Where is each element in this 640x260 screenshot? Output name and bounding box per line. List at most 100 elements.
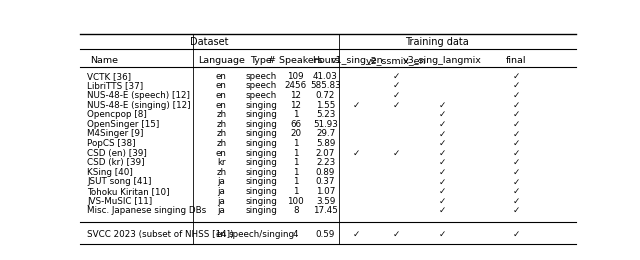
Text: Name: Name bbox=[90, 56, 118, 65]
Text: en: en bbox=[216, 81, 227, 90]
Text: JVS-MuSIC [11]: JVS-MuSIC [11] bbox=[88, 197, 153, 206]
Text: ✓: ✓ bbox=[513, 129, 520, 138]
Text: ✓: ✓ bbox=[393, 91, 400, 100]
Text: ✓: ✓ bbox=[513, 110, 520, 119]
Text: ✓: ✓ bbox=[513, 101, 520, 109]
Text: JSUT song [41]: JSUT song [41] bbox=[88, 178, 152, 186]
Text: singing: singing bbox=[245, 149, 277, 158]
Text: final: final bbox=[506, 56, 527, 65]
Text: 1: 1 bbox=[293, 158, 298, 167]
Text: ✓: ✓ bbox=[438, 168, 446, 177]
Text: OpenSinger [15]: OpenSinger [15] bbox=[88, 120, 160, 129]
Text: kr: kr bbox=[217, 158, 226, 167]
Text: ✓: ✓ bbox=[393, 81, 400, 90]
Text: Language: Language bbox=[198, 56, 244, 65]
Text: NUS-48-E (speech) [12]: NUS-48-E (speech) [12] bbox=[88, 91, 191, 100]
Text: 1: 1 bbox=[293, 178, 298, 186]
Text: singing: singing bbox=[245, 158, 277, 167]
Text: 12: 12 bbox=[291, 101, 301, 109]
Text: zh: zh bbox=[216, 139, 227, 148]
Text: singing: singing bbox=[245, 101, 277, 109]
Text: v3_sing_langmix: v3_sing_langmix bbox=[403, 56, 481, 65]
Text: LibriTTS [37]: LibriTTS [37] bbox=[88, 81, 144, 90]
Text: ✓: ✓ bbox=[513, 178, 520, 186]
Text: singing: singing bbox=[245, 206, 277, 215]
Text: ✓: ✓ bbox=[513, 197, 520, 206]
Text: ja: ja bbox=[218, 178, 225, 186]
Text: ✓: ✓ bbox=[438, 120, 446, 129]
Text: ✓: ✓ bbox=[513, 187, 520, 196]
Text: SVCC 2023 (subset of NHSS [14]): SVCC 2023 (subset of NHSS [14]) bbox=[88, 230, 234, 239]
Text: ✓: ✓ bbox=[513, 230, 520, 239]
Text: singing: singing bbox=[245, 129, 277, 138]
Text: 0.37: 0.37 bbox=[316, 178, 335, 186]
Text: 17.45: 17.45 bbox=[313, 206, 338, 215]
Text: Hours: Hours bbox=[312, 56, 339, 65]
Text: NUS-48-E (singing) [12]: NUS-48-E (singing) [12] bbox=[88, 101, 191, 109]
Text: ✓: ✓ bbox=[438, 158, 446, 167]
Text: 8: 8 bbox=[293, 206, 299, 215]
Text: v1_sing_en: v1_sing_en bbox=[330, 56, 383, 65]
Text: VCTK [36]: VCTK [36] bbox=[88, 72, 132, 81]
Text: 0.89: 0.89 bbox=[316, 168, 335, 177]
Text: ✓: ✓ bbox=[513, 91, 520, 100]
Text: ✓: ✓ bbox=[438, 178, 446, 186]
Text: ✓: ✓ bbox=[513, 120, 520, 129]
Text: speech/singing: speech/singing bbox=[228, 230, 294, 239]
Text: ✓: ✓ bbox=[438, 149, 446, 158]
Text: CSD (en) [39]: CSD (en) [39] bbox=[88, 149, 147, 158]
Text: 1.07: 1.07 bbox=[316, 187, 335, 196]
Text: zh: zh bbox=[216, 110, 227, 119]
Text: Tohoku Kiritan [10]: Tohoku Kiritan [10] bbox=[88, 187, 170, 196]
Text: 2456: 2456 bbox=[285, 81, 307, 90]
Text: 5.23: 5.23 bbox=[316, 110, 335, 119]
Text: Misc. Japanese singing DBs: Misc. Japanese singing DBs bbox=[88, 206, 207, 215]
Text: ✓: ✓ bbox=[353, 230, 360, 239]
Text: ✓: ✓ bbox=[438, 139, 446, 148]
Text: ja: ja bbox=[218, 187, 225, 196]
Text: 100: 100 bbox=[287, 197, 304, 206]
Text: 585.83: 585.83 bbox=[310, 81, 341, 90]
Text: ✓: ✓ bbox=[513, 149, 520, 158]
Text: ✓: ✓ bbox=[513, 72, 520, 81]
Text: singing: singing bbox=[245, 187, 277, 196]
Text: 1: 1 bbox=[293, 149, 298, 158]
Text: singing: singing bbox=[245, 197, 277, 206]
Text: Opencpop [8]: Opencpop [8] bbox=[88, 110, 147, 119]
Text: singing: singing bbox=[245, 168, 277, 177]
Text: 0.72: 0.72 bbox=[316, 91, 335, 100]
Text: ✓: ✓ bbox=[513, 168, 520, 177]
Text: ✓: ✓ bbox=[513, 81, 520, 90]
Text: ✓: ✓ bbox=[438, 187, 446, 196]
Text: 4: 4 bbox=[293, 230, 298, 239]
Text: # Speakers: # Speakers bbox=[268, 56, 323, 65]
Text: zh: zh bbox=[216, 168, 227, 177]
Text: en: en bbox=[216, 101, 227, 109]
Text: 1: 1 bbox=[293, 139, 298, 148]
Text: speech: speech bbox=[245, 81, 276, 90]
Text: en: en bbox=[216, 230, 227, 239]
Text: singing: singing bbox=[245, 110, 277, 119]
Text: PopCS [38]: PopCS [38] bbox=[88, 139, 136, 148]
Text: ✓: ✓ bbox=[353, 101, 360, 109]
Text: ✓: ✓ bbox=[438, 101, 446, 109]
Text: singing: singing bbox=[245, 120, 277, 129]
Text: en: en bbox=[216, 72, 227, 81]
Text: M4Singer [9]: M4Singer [9] bbox=[88, 129, 144, 138]
Text: Type: Type bbox=[250, 56, 272, 65]
Text: 20: 20 bbox=[290, 129, 301, 138]
Text: 2.07: 2.07 bbox=[316, 149, 335, 158]
Text: ✓: ✓ bbox=[438, 206, 446, 215]
Text: speech: speech bbox=[245, 91, 276, 100]
Text: CSD (kr) [39]: CSD (kr) [39] bbox=[88, 158, 145, 167]
Text: speech: speech bbox=[245, 72, 276, 81]
Text: 12: 12 bbox=[291, 91, 301, 100]
Text: Dataset: Dataset bbox=[189, 37, 228, 47]
Text: ✓: ✓ bbox=[513, 139, 520, 148]
Text: zh: zh bbox=[216, 120, 227, 129]
Text: ✓: ✓ bbox=[438, 197, 446, 206]
Text: ✓: ✓ bbox=[513, 158, 520, 167]
Text: singing: singing bbox=[245, 178, 277, 186]
Text: 51.93: 51.93 bbox=[313, 120, 338, 129]
Text: KSing [40]: KSing [40] bbox=[88, 168, 133, 177]
